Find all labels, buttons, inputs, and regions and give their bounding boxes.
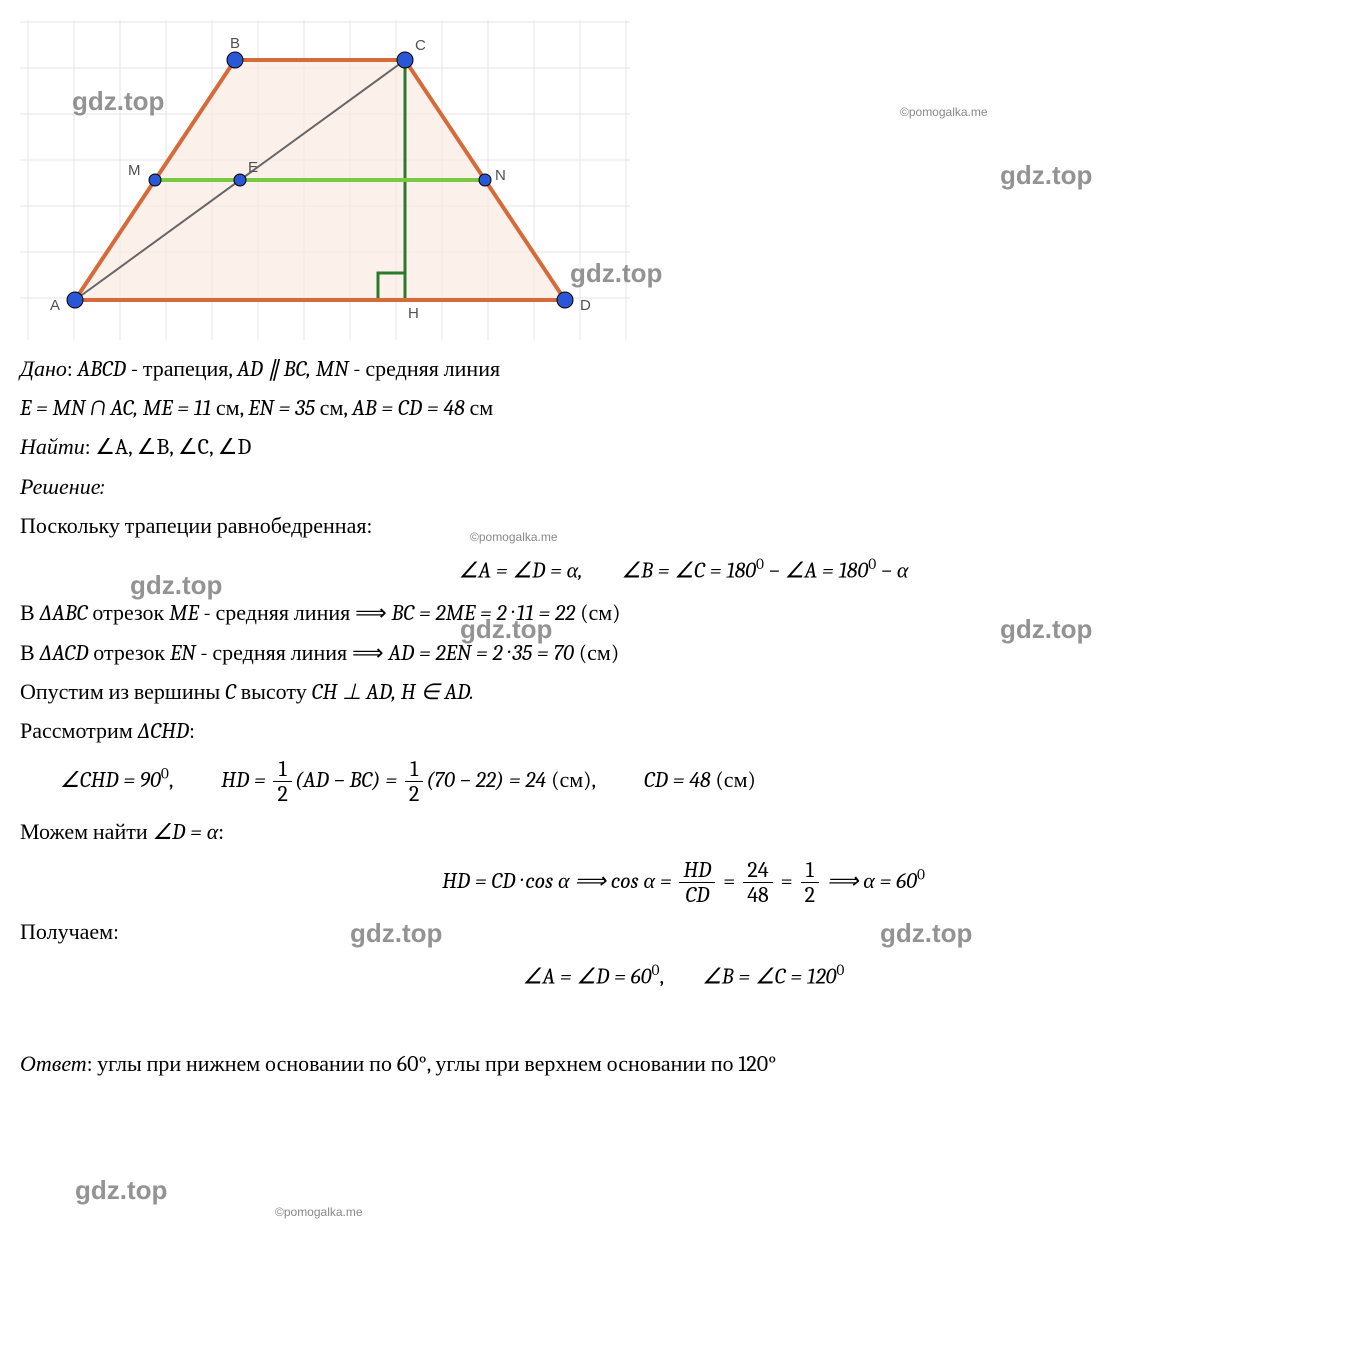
solution-line-7: Получаем: — [20, 915, 1347, 950]
vertex-b — [227, 52, 243, 68]
label-a: A — [50, 297, 60, 314]
label-e: E — [248, 159, 258, 176]
vertex-a — [67, 292, 83, 308]
given-label: Дано — [20, 356, 67, 382]
vertex-d — [557, 292, 573, 308]
label-c: C — [415, 37, 426, 54]
geometry-diagram: A B C D M N E H — [20, 20, 630, 340]
label-h: H — [408, 305, 419, 322]
given-line-1: Дано: ABCD - трапеция, AD ∥ BC, MN - сре… — [20, 352, 1347, 387]
label-n: N — [495, 167, 506, 184]
equation-2: ∠CHD = 900, HD = 12(AD − BC) = 12(70 − 2… — [20, 757, 1347, 806]
point-n — [479, 174, 491, 186]
find-label: Найти — [20, 434, 85, 460]
point-e — [234, 174, 246, 186]
answer-line: Ответ: углы при нижнем основании по 60°,… — [20, 1047, 1347, 1082]
equation-4: ∠A = ∠D = 600, ∠B = ∠C = 1200 — [20, 958, 1347, 995]
solution-line-2: В ∆ABC отрезок ME - средняя линия ⟹ BC =… — [20, 596, 1347, 631]
vertex-c — [397, 52, 413, 68]
label-m: M — [128, 162, 141, 179]
given-line-2: E = MN ∩ AC, ME = 11 см, EN = 35 см, AB … — [20, 391, 1347, 426]
answer-label: Ответ — [20, 1051, 87, 1077]
solution-content: Дано: ABCD - трапеция, AD ∥ BC, MN - сре… — [20, 352, 1347, 1082]
label-b: B — [230, 35, 240, 52]
solution-line-5: Рассмотрим ∆CHD: — [20, 714, 1347, 749]
solution-line-4: Опустим из вершины C высоту CH ⊥ AD, H ∈… — [20, 675, 1347, 710]
solution-line-6: Можем найти ∠D = α: — [20, 815, 1347, 850]
watermark-pomo: ©pomogalka.me — [275, 1205, 363, 1219]
solution-line-3: В ∆ACD отрезок EN - средняя линия ⟹ AD =… — [20, 636, 1347, 671]
find-line: Найти: ∠A, ∠B, ∠C, ∠D — [20, 430, 1347, 465]
equation-3: HD = CD · cos α ⟹ cos α = HDCD = 2448 = … — [20, 858, 1347, 907]
point-m — [149, 174, 161, 186]
solution-label: Решение: — [20, 470, 1347, 505]
label-d: D — [580, 297, 591, 314]
trapezoid-svg: A B C D M N E H — [20, 20, 630, 340]
watermark-gdz: gdz.top — [1000, 160, 1092, 191]
watermark-pomo: ©pomogalka.me — [900, 105, 988, 119]
watermark-gdz: gdz.top — [75, 1175, 167, 1206]
solution-line-1: Поскольку трапеции равнобедренная: — [20, 509, 1347, 544]
equation-1: ∠A = ∠D = α, ∠B = ∠C = 1800 − ∠A = 1800 … — [20, 552, 1347, 589]
